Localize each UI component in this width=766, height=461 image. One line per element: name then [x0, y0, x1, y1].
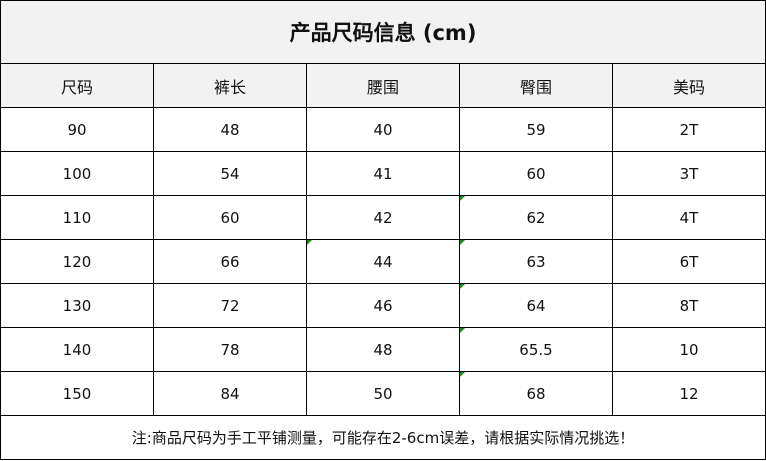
cell-hip: 59 — [459, 107, 613, 152]
table-row: 140 78 48 65.5 10 — [0, 327, 766, 372]
cell-size: 110 — [0, 195, 154, 240]
cell-us-size: 10 — [612, 327, 766, 372]
size-note: 注:商品尺码为手工平铺测量，可能存在2-6cm误差，请根据实际情况挑选！ — [0, 415, 766, 460]
cell-waist: 46 — [306, 283, 460, 328]
cell-waist: 41 — [306, 151, 460, 196]
comment-flag-icon — [460, 240, 465, 245]
comment-flag-icon — [460, 284, 465, 289]
header-hip: 臀围 — [459, 63, 613, 108]
cell-hip: 60 — [459, 151, 613, 196]
comment-flag-icon — [460, 328, 465, 333]
cell-pants-length: 54 — [153, 151, 307, 196]
header-size: 尺码 — [0, 63, 154, 108]
table-row: 120 66 44 63 6T — [0, 239, 766, 284]
cell-waist: 50 — [306, 371, 460, 416]
table-row: 130 72 46 64 8T — [0, 283, 766, 328]
header-row: 尺码 裤长 腰围 臀围 美码 — [0, 63, 766, 108]
cell-size: 90 — [0, 107, 154, 152]
table-row: 150 84 50 68 12 — [0, 371, 766, 416]
cell-us-size: 4T — [612, 195, 766, 240]
cell-waist: 48 — [306, 327, 460, 372]
cell-hip: 63 — [459, 239, 613, 284]
cell-hip: 68 — [459, 371, 613, 416]
cell-size: 120 — [0, 239, 154, 284]
cell-size: 100 — [0, 151, 154, 196]
cell-size: 140 — [0, 327, 154, 372]
cell-hip: 65.5 — [459, 327, 613, 372]
cell-size: 150 — [0, 371, 154, 416]
cell-pants-length: 84 — [153, 371, 307, 416]
comment-flag-icon — [460, 196, 465, 201]
header-us-size: 美码 — [612, 63, 766, 108]
header-pants-length: 裤长 — [153, 63, 307, 108]
cell-size: 130 — [0, 283, 154, 328]
table-title: 产品尺码信息 (cm) — [0, 0, 766, 64]
cell-pants-length: 66 — [153, 239, 307, 284]
cell-us-size: 6T — [612, 239, 766, 284]
cell-us-size: 8T — [612, 283, 766, 328]
cell-us-size: 2T — [612, 107, 766, 152]
cell-waist: 42 — [306, 195, 460, 240]
table-row: 90 48 40 59 2T — [0, 107, 766, 152]
table-row: 100 54 41 60 3T — [0, 151, 766, 196]
cell-us-size: 3T — [612, 151, 766, 196]
cell-pants-length: 60 — [153, 195, 307, 240]
cell-pants-length: 48 — [153, 107, 307, 152]
cell-hip: 62 — [459, 195, 613, 240]
table-row: 110 60 42 62 4T — [0, 195, 766, 240]
cell-waist: 44 — [306, 239, 460, 284]
cell-us-size: 12 — [612, 371, 766, 416]
comment-flag-icon — [307, 240, 312, 245]
header-waist: 腰围 — [306, 63, 460, 108]
cell-pants-length: 78 — [153, 327, 307, 372]
comment-flag-icon — [460, 372, 465, 377]
cell-waist: 40 — [306, 107, 460, 152]
cell-hip: 64 — [459, 283, 613, 328]
cell-pants-length: 72 — [153, 283, 307, 328]
